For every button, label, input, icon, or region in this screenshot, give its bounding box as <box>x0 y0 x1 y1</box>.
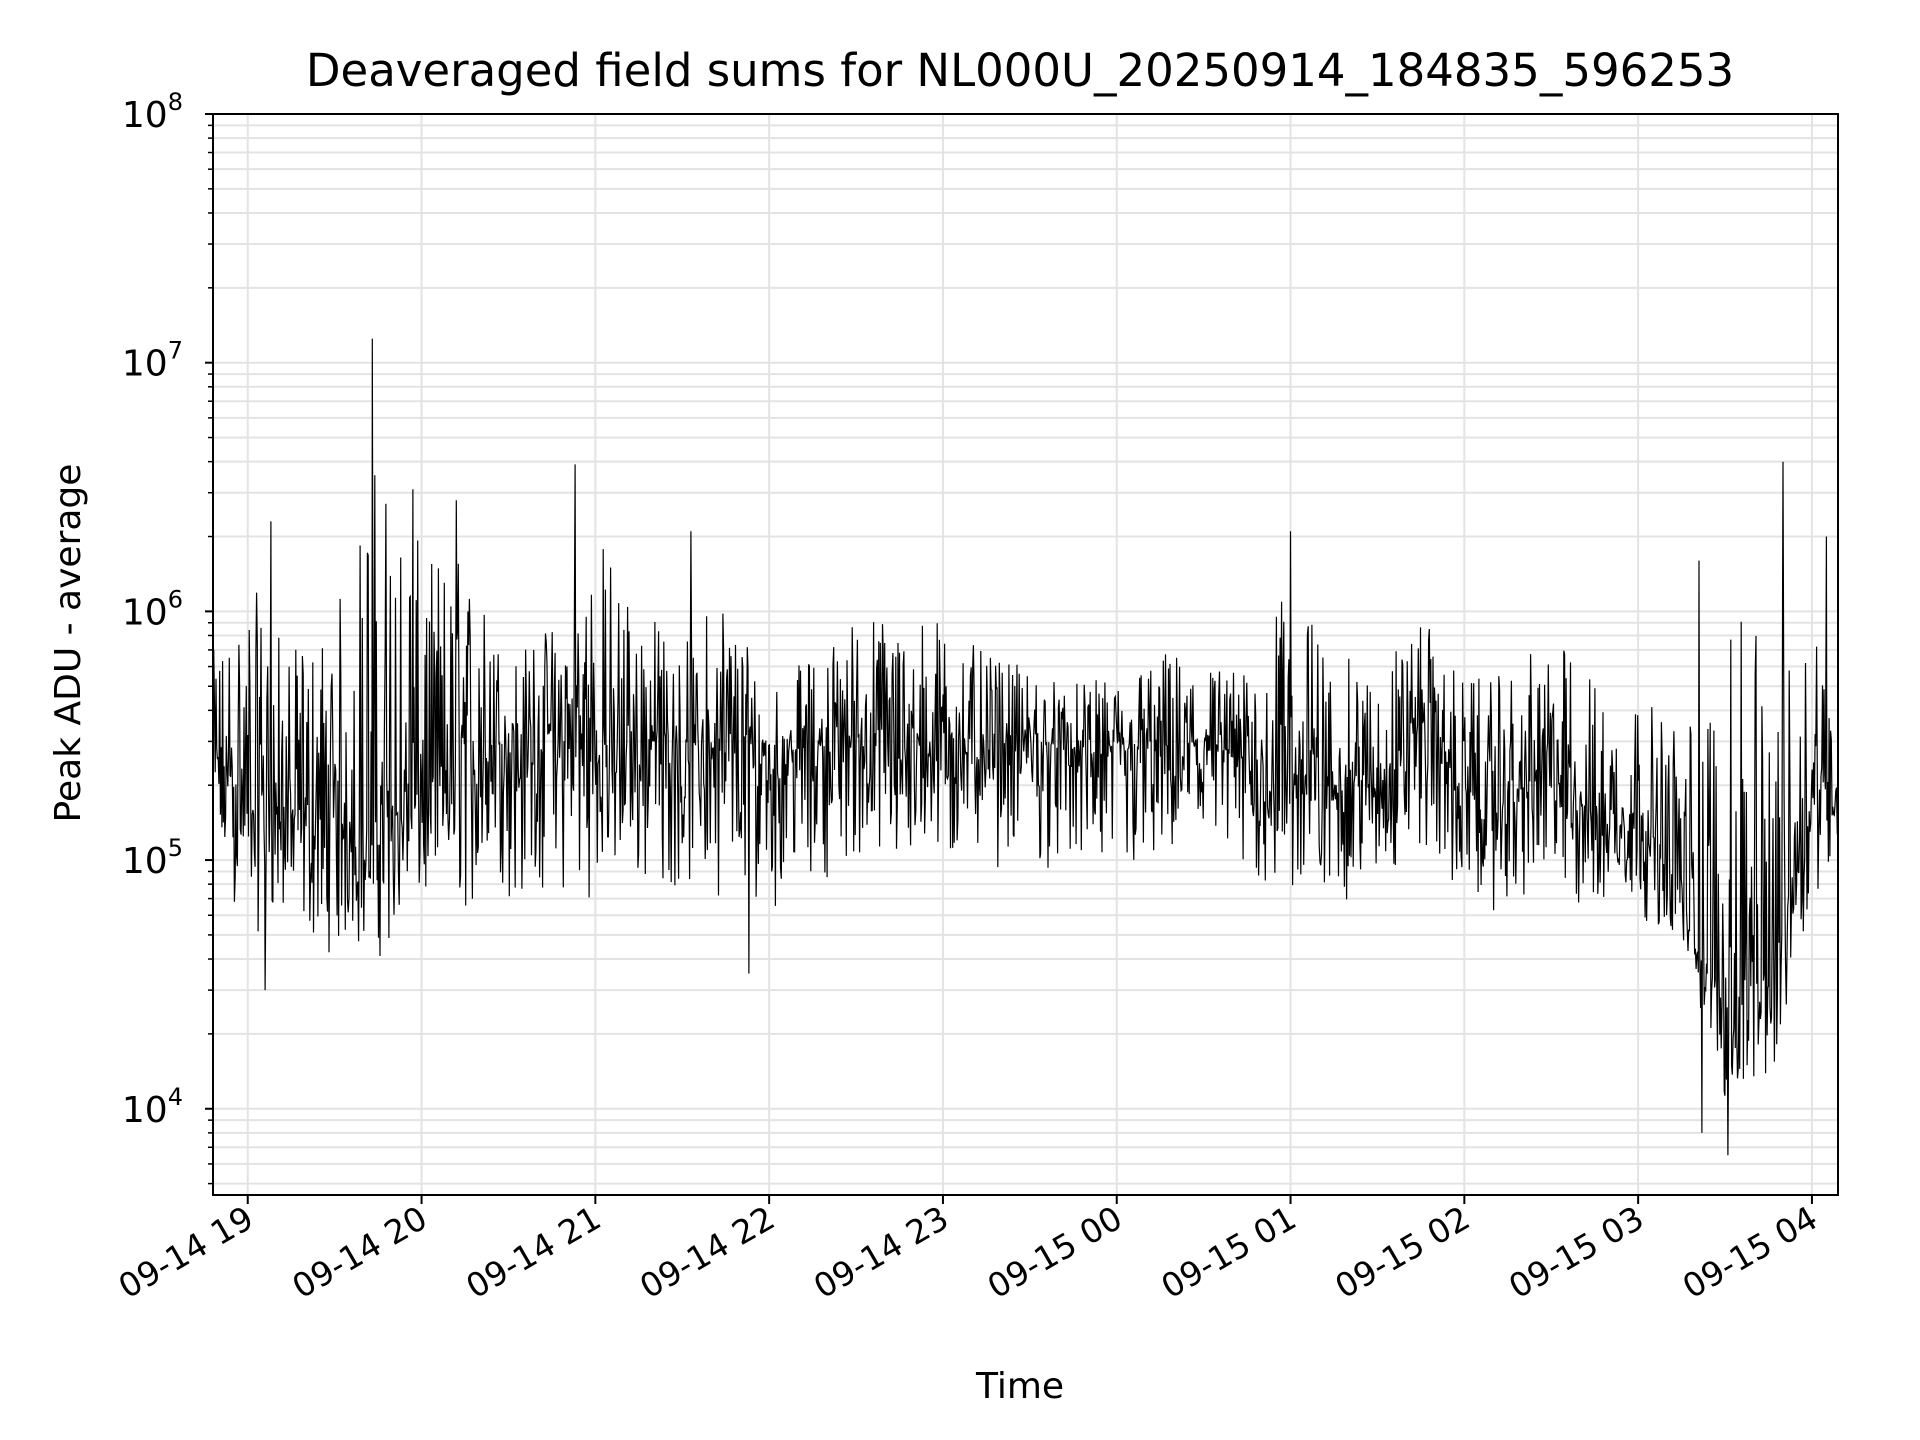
y-tick-label: 108 <box>122 88 183 136</box>
series-line <box>212 338 1839 1156</box>
y-tick-label: 104 <box>122 1083 183 1131</box>
y-tick-label: 107 <box>122 337 183 385</box>
grid <box>213 113 1838 1195</box>
y-tick-label: 105 <box>122 834 183 882</box>
y-axis-label: Peak ADU - average <box>48 464 89 823</box>
data-series <box>212 338 1839 1156</box>
x-axis-label: Time <box>975 1366 1064 1407</box>
y-tick-label: 106 <box>122 585 183 633</box>
chart-title: Deaveraged field sums for NL000U_2025091… <box>306 44 1734 97</box>
plot-area-frame <box>212 113 1839 1196</box>
